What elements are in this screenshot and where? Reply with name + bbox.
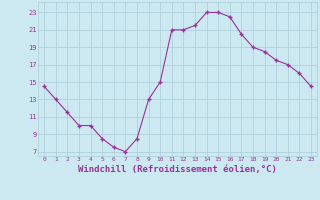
X-axis label: Windchill (Refroidissement éolien,°C): Windchill (Refroidissement éolien,°C): [78, 165, 277, 174]
